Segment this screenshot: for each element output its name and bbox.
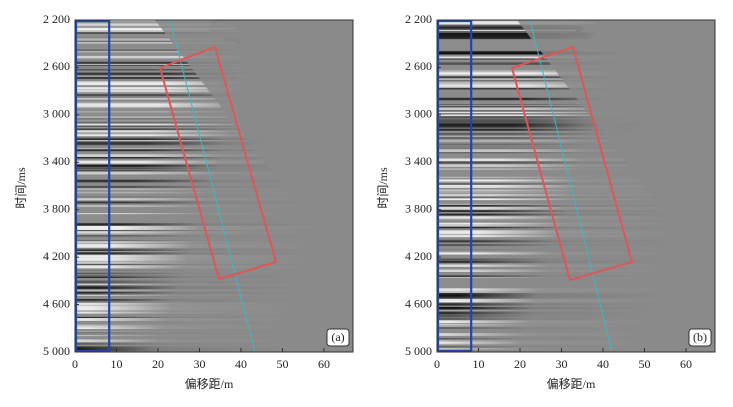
- x-tick-label: 10: [472, 357, 484, 371]
- x-tick-label: 40: [597, 357, 609, 371]
- y-tick-label: 5 000: [43, 344, 70, 358]
- y-tick-label: 2 200: [43, 12, 70, 26]
- x-tick-label: 40: [235, 357, 247, 371]
- y-tick-label: 4 600: [405, 296, 432, 310]
- seismic-texture: [437, 20, 715, 352]
- y-tick-label: 3 000: [405, 107, 432, 121]
- seismic-texture: [75, 20, 353, 352]
- x-tick-label: 60: [318, 357, 330, 371]
- blue-box: [74, 19, 111, 353]
- y-axis-label: 时间/ms: [14, 167, 28, 209]
- x-tick-label: 50: [638, 357, 650, 371]
- y-tick-label: 2 600: [405, 59, 432, 73]
- y-tick-label: 5 000: [405, 344, 432, 358]
- y-tick-label: 2 600: [43, 59, 70, 73]
- panel-label: (a): [331, 330, 344, 344]
- y-tick-label: 3 000: [43, 107, 70, 121]
- y-tick-label: 2 200: [405, 12, 432, 26]
- cyan-line: [169, 20, 256, 352]
- y-tick-label: 4 200: [43, 249, 70, 263]
- x-tick-label: 20: [514, 357, 526, 371]
- x-axis-label: 偏移距/m: [547, 376, 596, 391]
- panel-label-box: [688, 328, 712, 347]
- frame: [74, 19, 354, 353]
- y-tick-label: 4 200: [405, 249, 432, 263]
- x-tick-label: 0: [434, 357, 440, 371]
- x-axis-label: 偏移距/m: [185, 376, 234, 391]
- x-tick-label: 0: [72, 357, 78, 371]
- y-tick-label: 3 400: [405, 154, 432, 168]
- x-tick-label: 30: [193, 357, 205, 371]
- x-tick-label: 30: [555, 357, 567, 371]
- y-axis-label: 时间/ms: [376, 167, 390, 209]
- texture-fade-corner: [155, 20, 353, 280]
- y-tick-label: 3 800: [405, 201, 432, 215]
- frame: [436, 19, 716, 353]
- red-box: [158, 45, 278, 281]
- x-tick-label: 20: [152, 357, 164, 371]
- panel-label: (b): [693, 330, 707, 344]
- x-tick-label: 50: [276, 357, 288, 371]
- texture-fade-corner: [517, 20, 715, 280]
- y-tick-label: 4 600: [43, 296, 70, 310]
- y-tick-label: 3 800: [43, 201, 70, 215]
- panel-label-box: [326, 328, 350, 347]
- blue-box: [436, 19, 473, 353]
- red-box: [510, 45, 634, 282]
- x-tick-label: 10: [110, 357, 122, 371]
- y-tick-label: 3 400: [43, 154, 70, 168]
- cyan-line: [529, 20, 613, 352]
- x-tick-label: 60: [680, 357, 692, 371]
